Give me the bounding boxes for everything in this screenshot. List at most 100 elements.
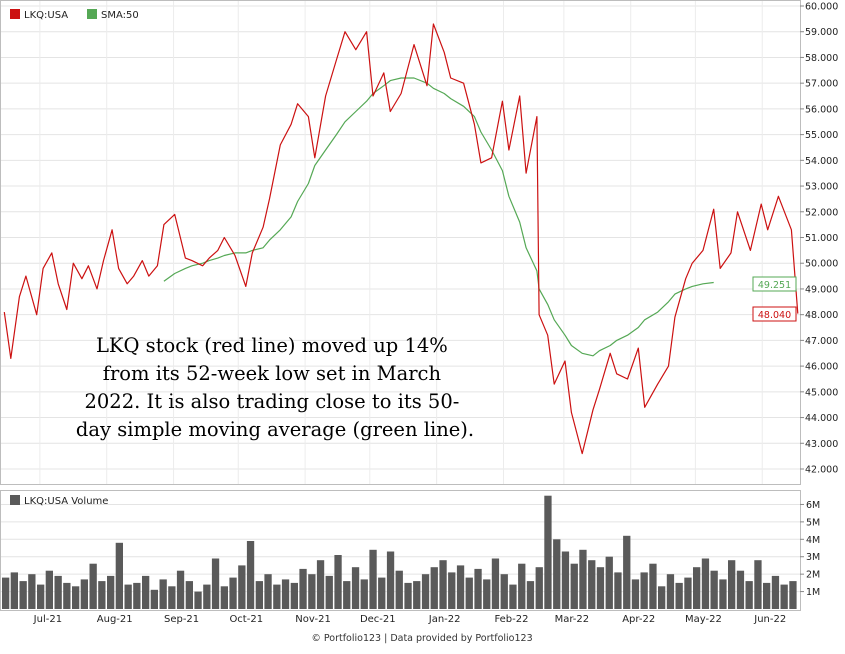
price-y-tick-label: 60.000	[805, 2, 838, 13]
volume-y-tick-label: 5M	[806, 517, 820, 528]
price-legend-label: LKQ:USA	[24, 10, 68, 21]
volume-bar	[386, 551, 395, 609]
volume-bar	[789, 581, 797, 609]
sma-legend-label: SMA:50	[101, 10, 139, 21]
x-tick-label: Sep-21	[164, 614, 199, 625]
volume-bar	[185, 581, 193, 609]
x-tick-label: Mar-22	[555, 614, 590, 625]
volume-bar	[465, 577, 473, 609]
volume-bar	[684, 577, 692, 609]
annotation-line-3: 2022. It is also trading close to its 50…	[84, 390, 459, 413]
price-y-tick-label: 46.000	[805, 362, 838, 373]
x-tick-label: May-22	[685, 614, 722, 625]
volume-bar	[308, 574, 316, 609]
volume-bar	[98, 581, 106, 609]
volume-y-tick-label: 6M	[806, 500, 820, 511]
price-y-tick-label: 59.000	[805, 27, 838, 38]
price-y-tick-label: 58.000	[805, 53, 838, 64]
volume-bar	[107, 575, 115, 609]
price-y-tick-label: 45.000	[805, 387, 838, 398]
volume-bar	[316, 560, 325, 609]
price-y-tick-label: 56.000	[805, 104, 838, 115]
volume-bar	[763, 582, 771, 609]
volume-bar	[509, 584, 517, 609]
price-y-axis: 60.000 59.000 58.000 57.000 56.000 55.000 54.0…	[800, 2, 838, 476]
price-line-layer	[3, 23, 799, 455]
price-last-value-text: 48.040	[758, 310, 791, 321]
volume-bar	[211, 558, 220, 609]
volume-bar	[518, 563, 526, 609]
volume-y-tick-label: 1M	[806, 587, 820, 598]
volume-bar	[675, 582, 683, 609]
volume-bar	[19, 581, 27, 609]
volume-bar	[194, 591, 202, 609]
price-series-line	[3, 23, 799, 455]
volume-bar	[45, 570, 53, 609]
price-y-tick-label: 50.000	[805, 259, 838, 270]
volume-bar	[168, 586, 176, 609]
volume-bar	[500, 574, 508, 609]
volume-bar	[754, 560, 762, 609]
volume-bar	[745, 581, 753, 609]
volume-bar	[150, 589, 158, 609]
annotation-text: LKQ stock (red line) moved up 14% from i…	[76, 334, 474, 441]
x-tick-label: Jan-22	[428, 614, 461, 625]
volume-legend-label: LKQ:USA Volume	[24, 496, 108, 507]
volume-bar	[89, 563, 97, 609]
volume-bar	[351, 567, 360, 609]
price-y-tick-label: 52.000	[805, 207, 838, 218]
volume-bar	[658, 586, 666, 609]
x-tick-label: Apr-22	[622, 614, 655, 625]
volume-bar	[369, 549, 377, 609]
volume-bar	[526, 581, 535, 609]
x-tick-label: Nov-21	[295, 614, 331, 625]
volume-bar	[37, 584, 45, 609]
volume-bar	[203, 584, 211, 609]
x-tick-label: Dec-21	[360, 614, 396, 625]
volume-bar	[553, 539, 561, 609]
volume-bar	[605, 556, 613, 609]
volume-bar	[474, 568, 482, 609]
volume-bar	[780, 584, 788, 609]
volume-bar	[220, 586, 228, 609]
volume-bar	[325, 575, 333, 609]
price-y-tick-label: 57.000	[805, 79, 838, 90]
volume-bar	[395, 570, 403, 609]
volume-bar	[80, 579, 88, 609]
volume-bar	[273, 584, 281, 609]
annotation-line-4: day simple moving average (green line).	[76, 418, 474, 441]
price-legend-swatch	[10, 9, 20, 19]
volume-y-axis: 6M 5M 4M 3M 2M 1M	[800, 500, 820, 598]
volume-bar	[456, 565, 465, 609]
price-y-tick-label: 53.000	[805, 182, 838, 193]
volume-bar	[719, 579, 727, 609]
volume-bar	[159, 579, 167, 609]
volume-bar	[649, 563, 657, 609]
volume-bar	[281, 579, 290, 609]
price-y-tick-label: 44.000	[805, 413, 838, 424]
volume-bar	[771, 575, 780, 609]
volume-bar	[666, 574, 675, 609]
volume-bar	[72, 586, 80, 609]
volume-bar	[439, 560, 447, 609]
volume-bar	[299, 568, 307, 609]
price-y-tick-label: 42.000	[805, 465, 838, 476]
x-tick-label: Jul-21	[33, 614, 62, 625]
price-y-tick-label: 47.000	[805, 336, 838, 347]
price-y-tick-label: 54.000	[805, 156, 838, 167]
price-y-tick-label: 48.000	[805, 310, 838, 321]
volume-bar	[360, 579, 368, 609]
volume-bar	[28, 574, 36, 609]
price-y-tick-label: 49.000	[805, 284, 838, 295]
volume-bar	[701, 558, 710, 609]
volume-bar	[413, 581, 421, 609]
volume-bar	[483, 579, 491, 609]
volume-bar	[115, 542, 123, 609]
price-last-value-box	[752, 306, 797, 322]
volume-bar	[334, 555, 342, 609]
price-panel: 60.000 59.000 58.000 57.000 56.000 55.000 54.0…	[0, 0, 838, 485]
volume-bar	[421, 574, 430, 609]
x-tick-label: Jun-22	[753, 614, 786, 625]
